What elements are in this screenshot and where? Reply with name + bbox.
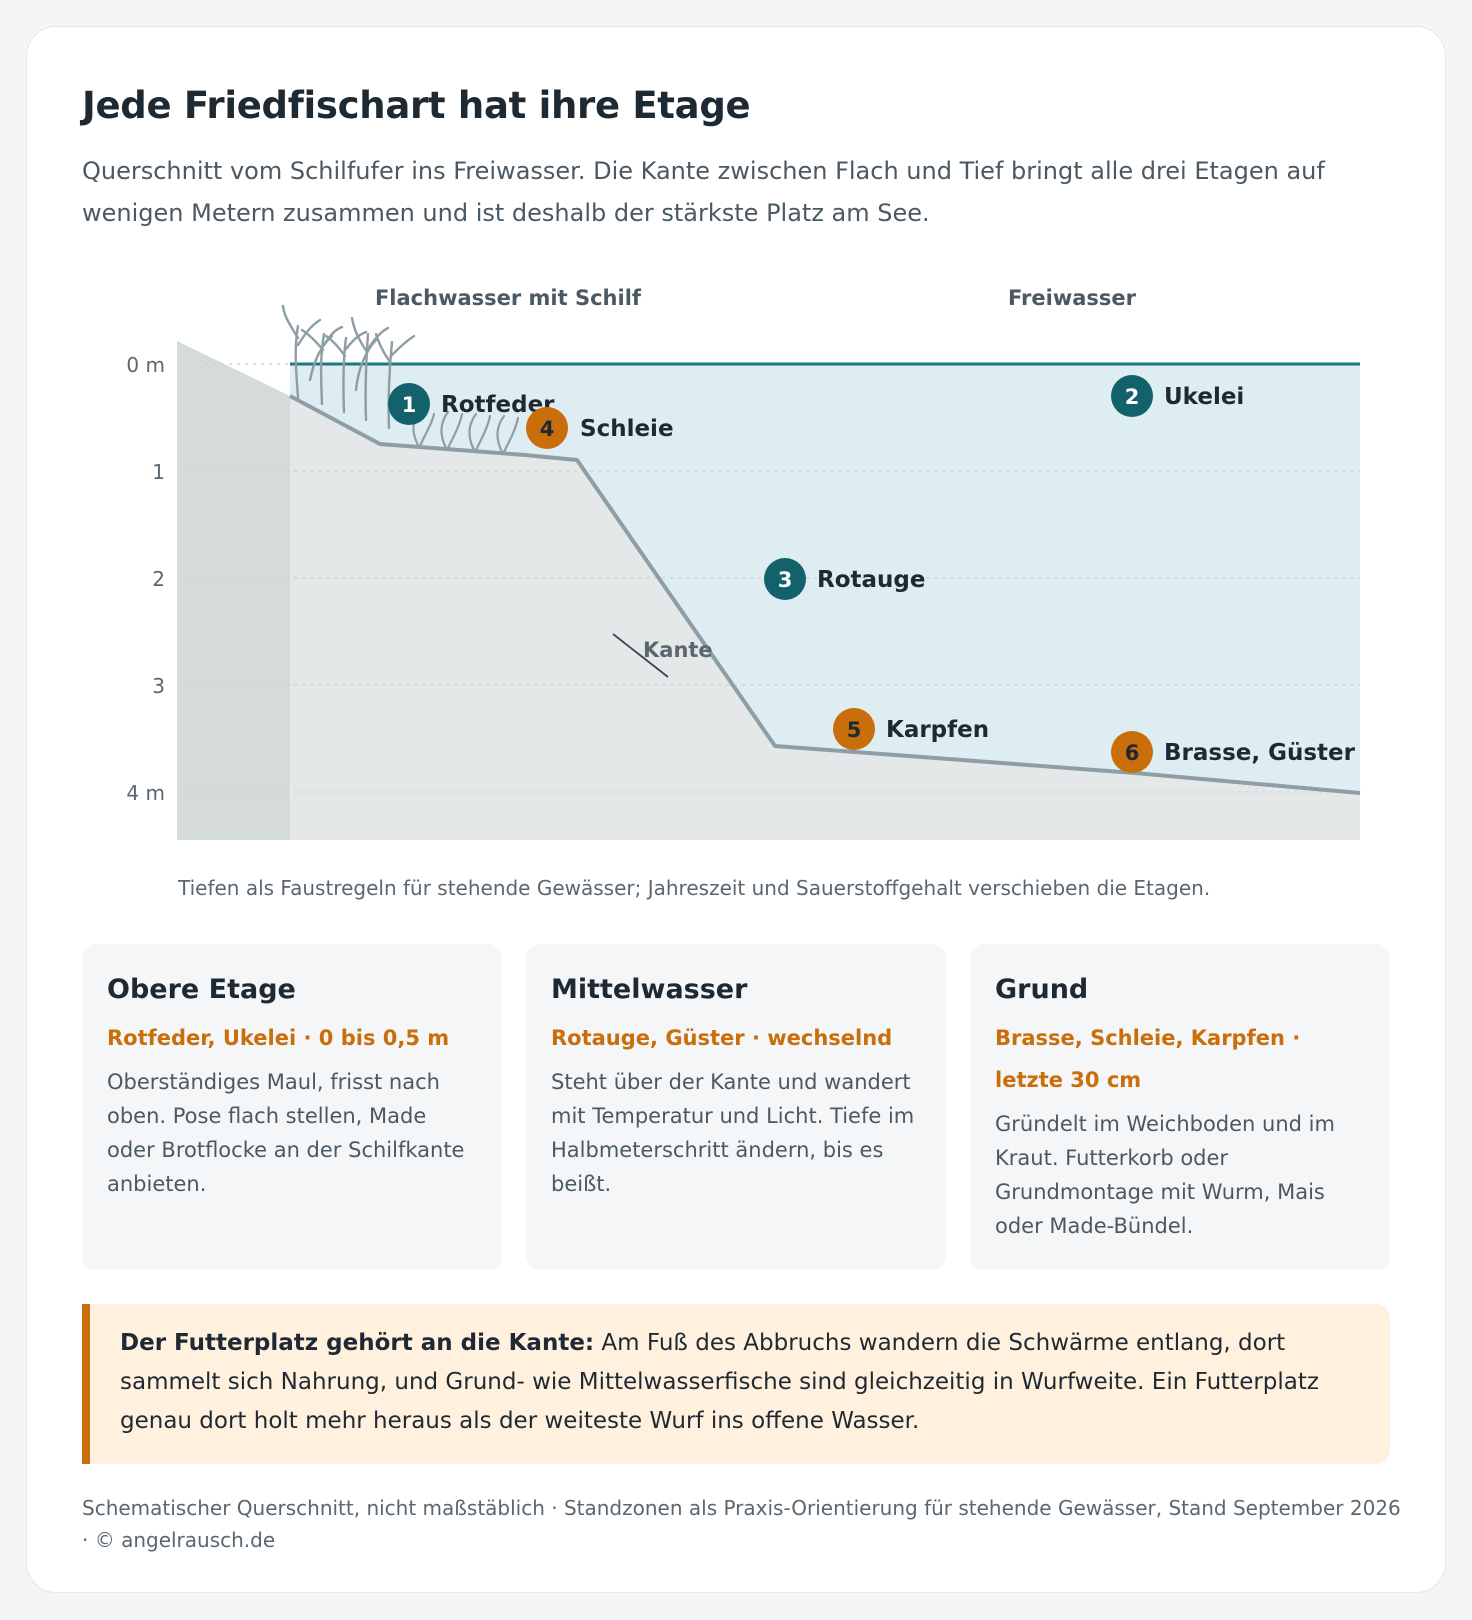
zone-label-open: Freiwasser (1008, 286, 1137, 310)
fish-name-brasse-guester: Brasse, Güster (1164, 740, 1356, 766)
zone-card-text: Steht über der Kante und wandert mit Tem… (551, 1065, 922, 1201)
svg-text:1: 1 (402, 393, 417, 417)
svg-text:4: 4 (540, 417, 555, 441)
zone-card-ground: Grund Brasse, Schleie, Karpfen · letzte … (970, 944, 1390, 1270)
fish-name-schleie: Schleie (580, 416, 674, 442)
fish-name-rotauge: Rotauge (817, 567, 925, 593)
svg-text:5: 5 (847, 718, 862, 742)
zone-card-middle: Mittelwasser Rotauge, Güster · wechselnd… (526, 944, 946, 1270)
zone-label-shallow: Flachwasser mit Schilf (375, 286, 642, 310)
fish-name-karpfen: Karpfen (886, 717, 989, 743)
zone-card-text: Gründelt im Weichboden und im Kraut. Fut… (995, 1107, 1366, 1243)
zone-card-upper: Obere Etage Rotfeder, Ukelei · 0 bis 0,5… (82, 944, 502, 1270)
zone-card-title: Obere Etage (107, 974, 478, 1005)
zone-card-title: Mittelwasser (551, 974, 922, 1005)
svg-text:3: 3 (778, 568, 793, 592)
zone-card-text: Oberständiges Maul, frisst nach oben. Po… (107, 1065, 478, 1201)
depth-tick-3: 3 (152, 674, 165, 698)
depth-tick-4: 4 m (126, 781, 165, 805)
fish-name-ukelei: Ukelei (1164, 384, 1244, 410)
edge-label: Kante (643, 638, 713, 662)
depth-tick-1: 1 (152, 460, 165, 484)
depth-tick-2: 2 (152, 567, 165, 591)
zone-card-tag: Rotfeder, Ukelei · 0 bis 0,5 m (107, 1017, 478, 1059)
depth-tick-0: 0 m (126, 353, 165, 377)
tip-lead: Der Futterplatz gehört an die Kante: (120, 1330, 594, 1356)
zone-card-tag: Brasse, Schleie, Karpfen · letzte 30 cm (995, 1017, 1366, 1101)
zone-card-tag: Rotauge, Güster · wechselnd (551, 1017, 922, 1059)
svg-text:6: 6 (1125, 741, 1140, 765)
diagram-caption: Tiefen als Faustregeln für stehende Gewä… (178, 876, 1210, 900)
cross-section-diagram: 0 m 1 2 3 4 m Flachwa (0, 0, 1472, 900)
shore-bank (177, 341, 290, 840)
source-footer: Schematischer Querschnitt, nicht maßstäb… (82, 1492, 1402, 1556)
svg-text:2: 2 (1125, 385, 1140, 409)
tip-callout: Der Futterplatz gehört an die Kante: Am … (82, 1304, 1390, 1464)
zone-card-title: Grund (995, 974, 1366, 1005)
